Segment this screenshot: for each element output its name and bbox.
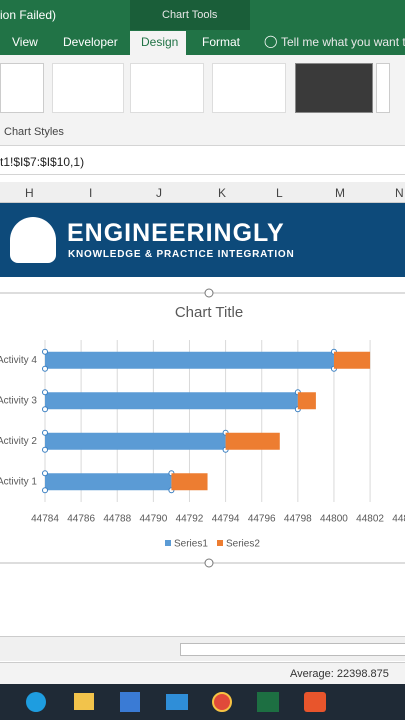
- window-title: ion Failed): [0, 8, 57, 22]
- column-header[interactable]: L: [276, 186, 283, 200]
- sheet-bar: [0, 636, 405, 661]
- app-icon[interactable]: [304, 692, 326, 712]
- gallery-scroll[interactable]: [376, 63, 390, 113]
- tab[interactable]: Format: [202, 35, 241, 49]
- tab[interactable]: Design: [141, 35, 179, 49]
- selection-handle: [42, 446, 48, 453]
- bar: [333, 351, 371, 369]
- context-tab: Chart Tools: [162, 9, 218, 21]
- column-header[interactable]: J: [156, 186, 162, 200]
- bar: [45, 392, 298, 410]
- bar: [45, 473, 172, 491]
- app-icon[interactable]: [74, 693, 94, 710]
- selection-handle: [42, 487, 48, 494]
- x-tick-label: 44786: [67, 514, 95, 525]
- bar: [297, 392, 316, 410]
- y-tick-label: Activity 1: [0, 476, 37, 487]
- x-tick-label: 44794: [212, 514, 240, 525]
- selection-handle: [42, 365, 48, 372]
- legend-swatch: [165, 540, 171, 546]
- style-thumb[interactable]: [212, 63, 286, 113]
- resize-handle[interactable]: [204, 288, 214, 298]
- x-tick-label: 44796: [248, 514, 276, 525]
- column-header[interactable]: M: [335, 186, 345, 200]
- column-header[interactable]: H: [25, 186, 34, 200]
- group-label: Chart Styles: [4, 126, 64, 138]
- column-header[interactable]: N: [395, 186, 404, 200]
- tab-row: View Developer Design Format ◯ Tell me w…: [0, 30, 405, 55]
- x-tick-label: 44788: [103, 514, 131, 525]
- column-header[interactable]: I: [89, 186, 93, 200]
- bar: [45, 432, 226, 450]
- title-bar: ion Failed) Chart Tools: [0, 0, 405, 30]
- y-tick-label: Activity 2: [0, 436, 37, 447]
- x-tick-label: 44798: [284, 514, 312, 525]
- app-icon[interactable]: [120, 692, 140, 712]
- tell-me[interactable]: Tell me what you want to: [281, 35, 405, 49]
- selection-handle: [42, 348, 48, 355]
- tell-me-icon: ◯: [264, 34, 278, 48]
- x-tick-label: 44784: [31, 514, 59, 525]
- style-thumb[interactable]: [52, 63, 124, 113]
- bar: [45, 351, 334, 369]
- ribbon: Chart Styles: [0, 55, 405, 146]
- brand-name: ENGINEERINGLY: [67, 219, 285, 247]
- style-thumb[interactable]: [130, 63, 204, 113]
- legend-swatch: [217, 540, 223, 546]
- x-tick-label: 44800: [320, 514, 348, 525]
- banner: ENGINEERINGLY KNOWLEDGE & PRACTICE INTEG…: [0, 203, 405, 277]
- y-tick-label: Activity 3: [0, 395, 37, 406]
- legend-label: Series1: [174, 539, 208, 550]
- resize-handle[interactable]: [204, 558, 214, 568]
- tab[interactable]: Developer: [63, 35, 118, 49]
- x-tick-label: 44792: [176, 514, 204, 525]
- taskbar: [0, 684, 405, 720]
- app-icon[interactable]: [257, 692, 279, 712]
- app-icon[interactable]: [212, 692, 232, 712]
- x-tick-label: 44790: [139, 514, 167, 525]
- bar: [171, 473, 208, 491]
- status-bar: Average: 22398.875: [0, 662, 405, 685]
- column-headers: H I J K L M N: [0, 182, 405, 203]
- x-tick-label: 44804: [392, 514, 405, 525]
- selection-handle: [42, 406, 48, 413]
- status-average: Average: 22398.875: [290, 668, 389, 680]
- tab[interactable]: View: [12, 35, 38, 49]
- style-thumb[interactable]: [0, 63, 44, 113]
- selection-handle: [42, 429, 48, 436]
- formula-bar: t1!$I$7:$I$10,1): [0, 150, 405, 175]
- app-icon[interactable]: [166, 694, 188, 710]
- selection-handle: [42, 389, 48, 396]
- logo: [10, 217, 56, 263]
- x-tick-label: 44802: [356, 514, 384, 525]
- bar: [225, 432, 280, 450]
- selection-handle: [42, 470, 48, 477]
- chart: Chart Title 44784 44786 44788 44790 44792 447…: [0, 288, 405, 568]
- legend-label: Series2: [226, 539, 260, 550]
- app-icon[interactable]: [26, 692, 46, 712]
- context-tab-bg: [130, 0, 250, 30]
- h-scrollbar[interactable]: [180, 643, 405, 656]
- brand-tagline: KNOWLEDGE & PRACTICE INTEGRATION: [68, 249, 295, 260]
- column-header[interactable]: K: [218, 186, 227, 200]
- y-tick-label: Activity 4: [0, 355, 37, 366]
- formula[interactable]: t1!$I$7:$I$10,1): [0, 155, 85, 169]
- style-thumb[interactable]: [295, 63, 373, 113]
- chart-title: Chart Title: [175, 304, 243, 321]
- active-tab-bg: [130, 31, 186, 55]
